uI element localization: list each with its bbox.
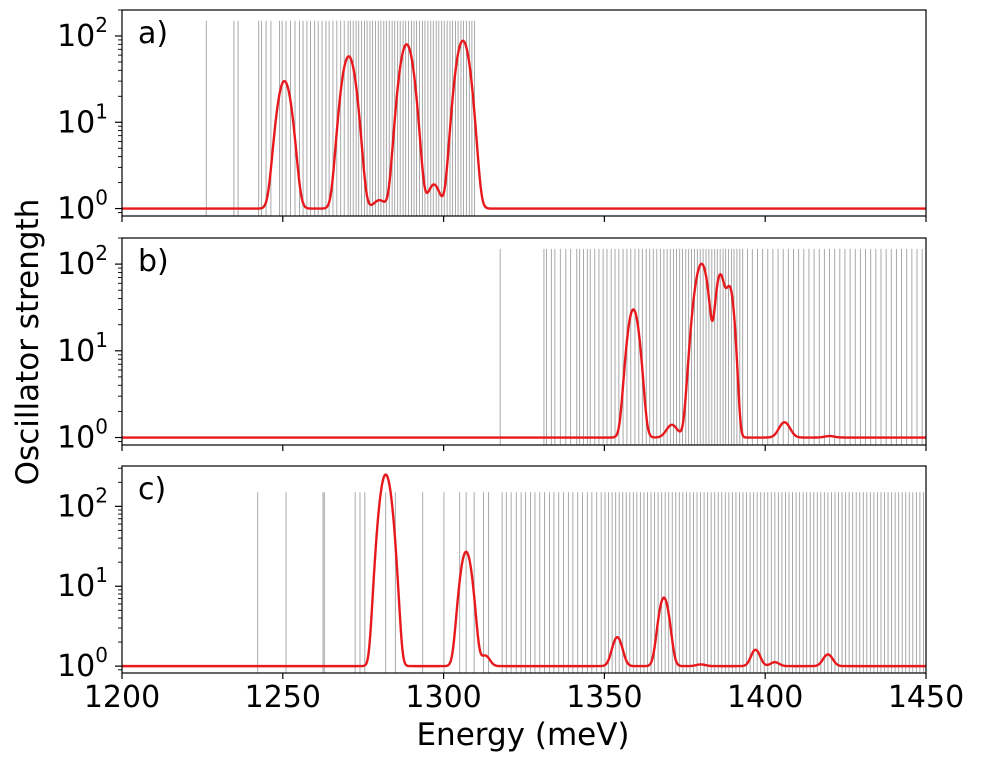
y-tick-label: 101 xyxy=(57,99,108,140)
panel-label: a) xyxy=(138,16,168,51)
x-tick-label: 1450 xyxy=(888,680,964,715)
x-tick-label: 1350 xyxy=(566,680,642,715)
spectrum-line xyxy=(122,262,926,439)
spectrum-line xyxy=(122,39,926,210)
y-tick-exponent: 0 xyxy=(95,643,108,667)
plot-area xyxy=(122,473,926,673)
panel-label: b) xyxy=(138,244,169,279)
y-tick-exponent: 1 xyxy=(95,328,108,352)
y-tick-label: 101 xyxy=(57,328,108,369)
x-tick-label: 1300 xyxy=(405,680,481,715)
y-tick-base: 10 xyxy=(57,105,95,140)
y-axis-label: Oscillator strength xyxy=(10,199,46,486)
y-tick-exponent: 2 xyxy=(95,241,108,265)
x-tick-label: 1200 xyxy=(84,680,160,715)
axes-frame xyxy=(121,9,927,217)
y-tick-exponent: 2 xyxy=(95,13,108,37)
y-tick-base: 10 xyxy=(57,19,95,54)
y-tick-base: 10 xyxy=(57,247,95,282)
y-tick-exponent: 0 xyxy=(95,186,108,210)
y-tick-label: 102 xyxy=(57,241,108,282)
axes-frame xyxy=(121,465,927,674)
y-tick-label: 100 xyxy=(57,186,108,227)
panel-label: c) xyxy=(138,472,166,507)
y-tick-base: 10 xyxy=(57,421,95,456)
y-tick-label: 100 xyxy=(57,415,108,456)
y-tick-label: 100 xyxy=(57,643,108,684)
y-tick-base: 10 xyxy=(57,569,95,604)
x-tick-label: 1250 xyxy=(245,680,321,715)
y-tick-label: 102 xyxy=(57,13,108,54)
y-tick-exponent: 2 xyxy=(95,483,108,507)
x-tick-label: 1400 xyxy=(727,680,803,715)
x-axis-label: Energy (meV) xyxy=(416,717,629,753)
y-tick-label: 101 xyxy=(57,563,108,604)
spectrum-line xyxy=(122,473,926,668)
plot-area xyxy=(122,248,926,445)
axes-frame xyxy=(121,237,927,446)
y-tick-exponent: 1 xyxy=(95,99,108,123)
y-tick-label: 102 xyxy=(57,483,108,524)
y-tick-base: 10 xyxy=(57,489,95,524)
plot-area xyxy=(122,20,926,216)
y-tick-exponent: 1 xyxy=(95,563,108,587)
y-tick-exponent: 0 xyxy=(95,415,108,439)
y-tick-base: 10 xyxy=(57,334,95,369)
y-tick-base: 10 xyxy=(57,192,95,227)
y-tick-base: 10 xyxy=(57,649,95,684)
